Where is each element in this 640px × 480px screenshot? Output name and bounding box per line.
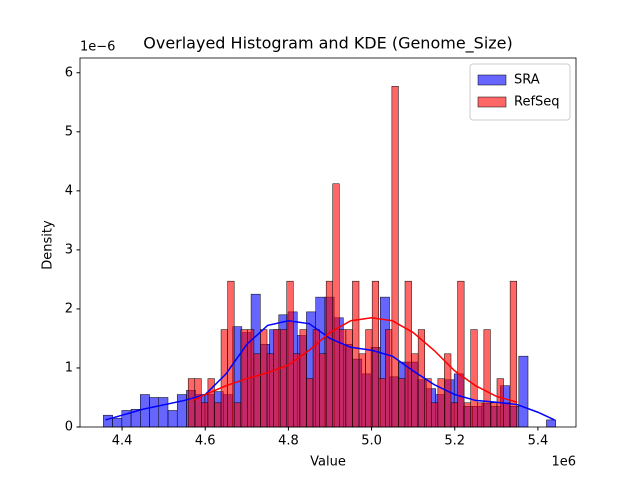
y-tick-label: 3 <box>65 242 73 257</box>
legend-swatch <box>477 74 507 86</box>
histogram-bar <box>450 402 458 428</box>
histogram-bar <box>286 280 294 428</box>
legend-label: SRA <box>514 73 540 88</box>
histogram-bar <box>345 329 353 428</box>
legend-label: RefSeq <box>514 95 560 110</box>
kde-line <box>105 319 555 421</box>
y-tick-label: 5 <box>65 124 73 139</box>
histogram-bar <box>365 329 373 428</box>
x-tick-label: 4.6 <box>195 434 216 449</box>
histogram-bar <box>332 183 340 428</box>
histogram-bar <box>201 402 209 428</box>
histogram-bar <box>112 417 123 428</box>
histogram-bar <box>411 353 419 428</box>
histogram-bar <box>463 402 471 428</box>
histogram-bar <box>103 414 113 428</box>
histogram-bar <box>299 329 307 428</box>
histogram-bar <box>253 353 261 428</box>
histogram-bar <box>358 353 366 428</box>
histogram-bar <box>431 402 439 428</box>
histogram-bar <box>477 402 485 428</box>
histogram-bar <box>518 355 529 428</box>
histogram-bar <box>483 329 491 428</box>
histogram-bar <box>437 378 445 428</box>
legend-swatch <box>477 96 507 108</box>
histogram-bar <box>214 402 222 428</box>
histogram-bar <box>260 329 268 428</box>
x-tick-label: 5.2 <box>444 434 465 449</box>
histogram-bar <box>378 378 386 428</box>
histogram-bar <box>187 378 196 428</box>
histogram-bar <box>194 378 202 428</box>
histogram-bar <box>457 280 465 428</box>
x-tick-label: 5.4 <box>528 434 549 449</box>
histogram-bar <box>279 329 287 428</box>
histogram-bar <box>227 280 235 428</box>
histogram-bar <box>266 353 274 428</box>
y-tick-label: 6 <box>65 65 73 80</box>
kde-line <box>192 317 518 403</box>
legend: SRA RefSeq <box>469 63 571 121</box>
y-offset-label: 1e−6 <box>80 40 115 55</box>
histogram-bar <box>233 402 242 428</box>
histogram-bar <box>352 280 360 428</box>
histogram-bar <box>306 378 314 428</box>
y-tick-label: 0 <box>65 420 73 435</box>
x-tick-label: 4.8 <box>278 434 299 449</box>
histogram-bar <box>503 402 511 428</box>
histogram-bar <box>273 329 281 428</box>
histogram-bar <box>404 280 412 428</box>
histogram-bar <box>325 280 333 428</box>
histogram-bar <box>424 378 432 428</box>
histogram-bar <box>140 394 150 428</box>
histogram-bar <box>176 394 187 428</box>
y-tick-label: 2 <box>65 301 73 316</box>
histogram-bar <box>158 397 169 428</box>
x-axis-label: Value <box>310 455 346 470</box>
x-offset-label: 1e6 <box>551 455 576 470</box>
y-tick-label: 1 <box>65 360 73 375</box>
histogram-bar <box>149 397 160 428</box>
chart-title: Overlayed Histogram and KDE (Genome_Size… <box>143 34 513 54</box>
histogram-bar <box>319 353 327 428</box>
histogram-bar <box>398 378 406 428</box>
histogram-bar <box>167 410 178 428</box>
histogram-bar <box>546 419 556 428</box>
histogram-bar <box>391 86 399 428</box>
plot-frame <box>79 57 577 428</box>
histogram-bar <box>371 280 379 428</box>
histogram-bar <box>470 329 478 428</box>
x-tick-label: 5.0 <box>361 434 382 449</box>
y-tick-label: 4 <box>65 183 73 198</box>
x-tick-label: 4.4 <box>112 434 133 449</box>
y-axis-label: Density <box>41 220 56 270</box>
histogram-bar <box>490 402 498 428</box>
histogram-bar <box>293 353 301 428</box>
histogram-bar <box>385 329 393 428</box>
